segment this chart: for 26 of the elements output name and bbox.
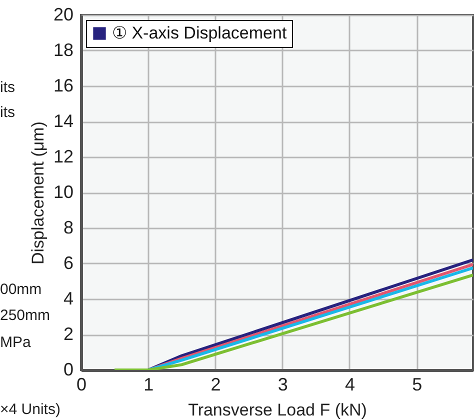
x-tick-label: 3 (278, 374, 288, 394)
legend-label: ① X-axis Displacement (112, 24, 287, 42)
x-tick-label: 5 (412, 374, 422, 394)
x-tick-label: 4 (344, 374, 355, 394)
y-tick-label: 0 (63, 360, 74, 380)
y-tick-label: 8 (63, 218, 74, 238)
y-axis-title: Displacement (μm) (28, 122, 48, 264)
y-tick-label: 18 (53, 40, 74, 60)
y-tick-label: 6 (63, 253, 74, 273)
text: its (0, 79, 15, 96)
y-tick-label: 4 (63, 288, 74, 308)
y-tick-label: 12 (53, 146, 74, 166)
y-tick-label: 10 (53, 182, 74, 202)
text: 250mm (0, 307, 50, 324)
text: MPa (0, 334, 31, 351)
text: 00mm (0, 281, 42, 298)
y-tick-label: 16 (53, 76, 74, 96)
y-tick-label: 20 (53, 4, 74, 24)
y-tick-label: 2 (63, 324, 74, 344)
x-tick-label: 0 (76, 374, 87, 394)
y-tick-label: 14 (53, 111, 74, 131)
x-tick-label: 1 (144, 374, 154, 394)
text: its (0, 104, 15, 121)
text: ×4 Units) (0, 401, 60, 418)
x-axis-title: Transverse Load F (kN) (188, 400, 367, 420)
x-tick-label: 2 (210, 374, 221, 394)
